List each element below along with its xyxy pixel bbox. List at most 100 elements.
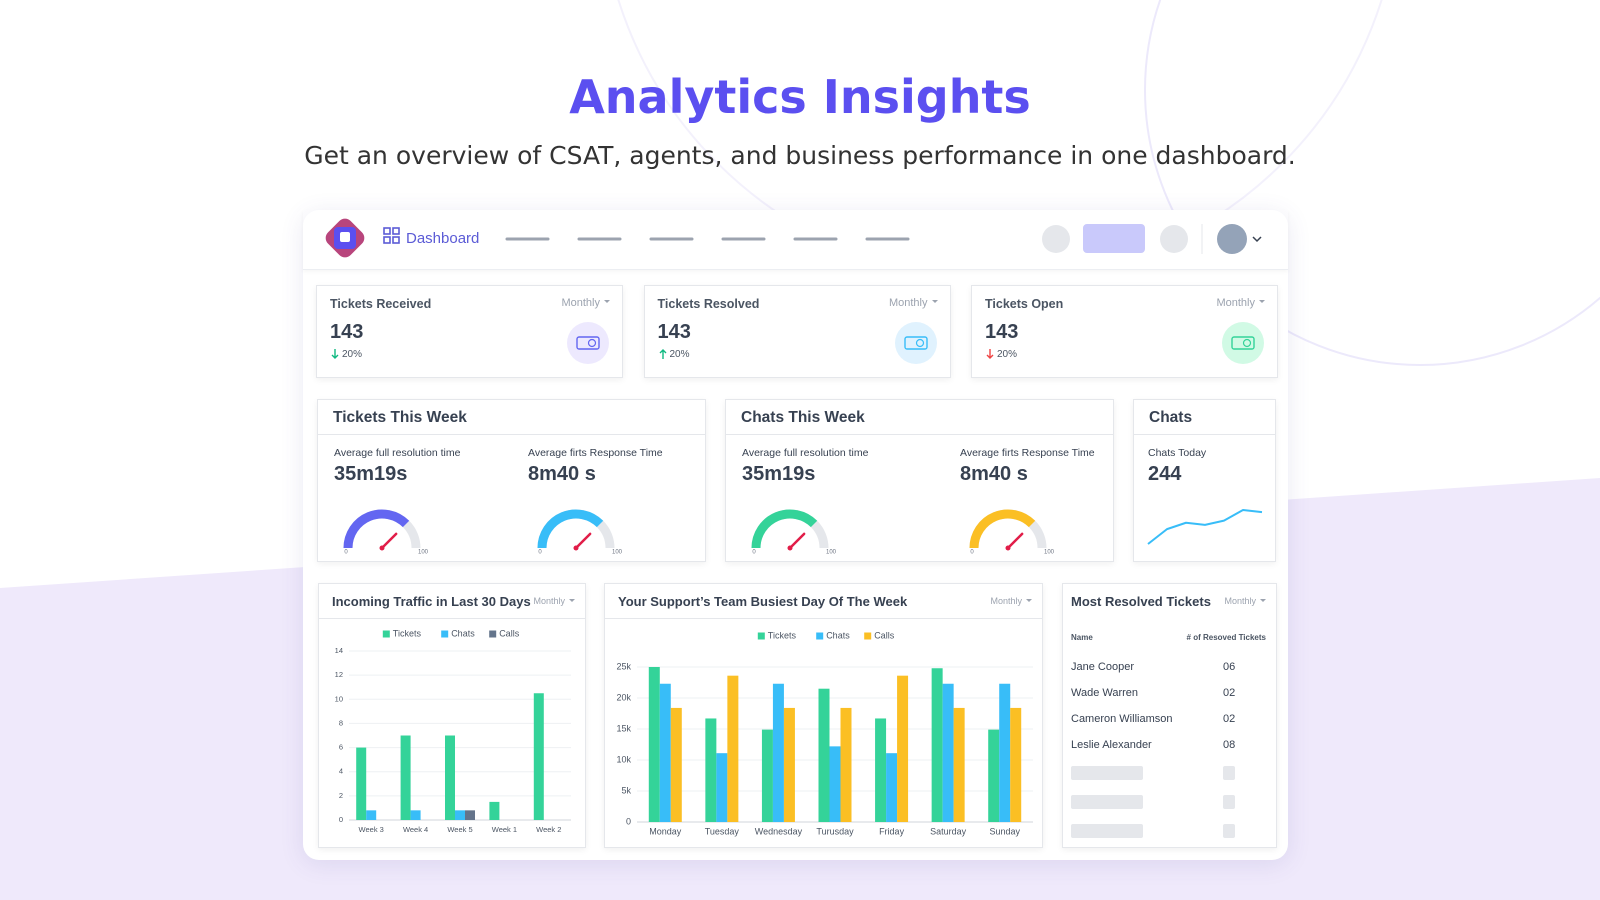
stat-card: Tickets Resolved Monthly 143 20% <box>643 285 951 378</box>
row-count: 02 <box>1223 713 1236 725</box>
bar <box>533 693 544 820</box>
nav-active[interactable]: Dashboard <box>406 230 480 247</box>
bar <box>840 707 852 822</box>
period-select[interactable]: Monthly <box>990 596 1032 606</box>
trend-arrow <box>659 349 666 359</box>
gauge-needle <box>1006 532 1024 550</box>
panel-title: Tickets This Week <box>333 409 467 426</box>
gauge-min: 0 <box>344 550 348 556</box>
legend-label: Chats <box>451 628 475 638</box>
skeleton-count <box>1223 824 1235 838</box>
arrow <box>986 349 994 359</box>
gauge-max: 100 <box>612 550 623 556</box>
y-tick-label: 5k <box>621 785 631 795</box>
row-count: 02 <box>1223 687 1236 699</box>
bar <box>931 668 943 822</box>
bar <box>988 729 1000 822</box>
sparkline-line <box>1147 509 1263 545</box>
legend-label: Tickets <box>393 628 422 638</box>
stat-value: 143 <box>985 321 1019 343</box>
gauge-fill <box>537 509 604 549</box>
legend-swatch <box>864 632 872 640</box>
gauge-max: 100 <box>1044 550 1055 556</box>
icon-ticket <box>1231 336 1255 350</box>
gauge-needle <box>788 532 806 550</box>
gauge: 0 100 <box>537 509 623 556</box>
panel-title: Chats This Week <box>741 409 865 426</box>
bar <box>356 747 367 820</box>
gauge-needle <box>380 532 398 550</box>
stat-change: 20% <box>997 349 1018 360</box>
x-tick-label: Wednesday <box>755 826 803 836</box>
y-tick-label: 4 <box>339 767 343 776</box>
x-tick-label: Week 5 <box>447 825 472 834</box>
y-tick-label: 20k <box>616 692 631 702</box>
period-select[interactable]: Monthly <box>561 297 610 309</box>
bar <box>727 675 739 822</box>
chart-panel: 0 2 4 6 8 10 12 14 Tickets Chats Calls Week 3 Week 4… <box>318 583 586 848</box>
skeleton-name <box>1071 795 1143 809</box>
stat-title: Tickets Resolved <box>657 297 760 311</box>
trend-arrow <box>331 349 339 359</box>
legend-swatch <box>816 632 824 640</box>
nav-bar: Dashboard <box>303 210 1288 270</box>
title: Analytics Insights <box>569 70 1031 124</box>
skeleton-count <box>1223 795 1235 809</box>
week-panel: Tickets This Week Average full resolution… <box>317 399 706 562</box>
y-tick-label: 15k <box>616 723 631 733</box>
y-tick-label: 25k <box>616 661 631 671</box>
table-title: Most Resolved Tickets <box>1071 594 1211 609</box>
sparkline <box>1147 509 1263 545</box>
bar <box>648 667 660 822</box>
stat-card: Tickets Open Monthly 143 20% <box>971 285 1278 378</box>
row-count: 08 <box>1223 739 1236 751</box>
legend-label: Chats <box>826 630 850 640</box>
x-tick-label: Friday <box>879 826 905 836</box>
metric-label: Average full resolution time <box>742 447 869 459</box>
gauge-fill <box>751 509 818 549</box>
period-select[interactable]: Monthly <box>1224 596 1266 606</box>
bar <box>670 707 682 822</box>
legend-label: Calls <box>874 630 895 640</box>
stat-icon <box>567 322 609 364</box>
x-tick-label: Week 2 <box>536 825 561 834</box>
row-name: Jane Cooper <box>1071 661 1134 673</box>
panel-title: Chats <box>1149 409 1193 426</box>
x-tick-label: Saturday <box>930 826 967 836</box>
bar <box>818 688 830 822</box>
y-tick-label: 0 <box>339 815 343 824</box>
x-tick-label: Week 1 <box>492 825 517 834</box>
gauge-fill <box>343 509 410 549</box>
icon-ticket <box>903 336 928 350</box>
divider <box>318 434 705 435</box>
legend-swatch <box>757 632 765 640</box>
legend-swatch <box>441 630 449 638</box>
row-name: Leslie Alexander <box>1071 739 1152 751</box>
chart-title: Incoming Traffic in Last 30 Days <box>332 594 531 609</box>
gauge: 0 100 <box>751 509 837 556</box>
bar <box>465 810 475 820</box>
arrow <box>331 349 339 359</box>
y-tick-label: 12 <box>335 670 343 679</box>
period-select[interactable]: Monthly <box>1216 297 1265 309</box>
bar <box>761 729 773 822</box>
period-select[interactable]: Monthly <box>533 596 575 606</box>
period-select[interactable]: Monthly <box>889 297 938 309</box>
arrow <box>659 349 666 359</box>
metric-label: Average firts Response Time <box>528 447 663 459</box>
divider <box>1134 434 1275 435</box>
nav-graphics <box>325 218 1262 258</box>
stat-change: 20% <box>669 349 690 360</box>
metric-label: Chats Today <box>1148 447 1207 459</box>
bar <box>659 683 671 822</box>
stat-icon <box>1222 322 1264 364</box>
metric-label: Average full resolution time <box>334 447 461 459</box>
skeleton-count <box>1223 766 1235 780</box>
bar <box>410 810 421 820</box>
chart: 0 5k 10k 15k 20k 25k Tickets Chats Calls Monday Tu… <box>616 630 1033 836</box>
bar <box>400 735 411 820</box>
legend-swatch <box>382 630 390 638</box>
chats-panel: Chats Chats Today 244 <box>1133 399 1276 562</box>
gauge-min: 0 <box>752 550 756 556</box>
